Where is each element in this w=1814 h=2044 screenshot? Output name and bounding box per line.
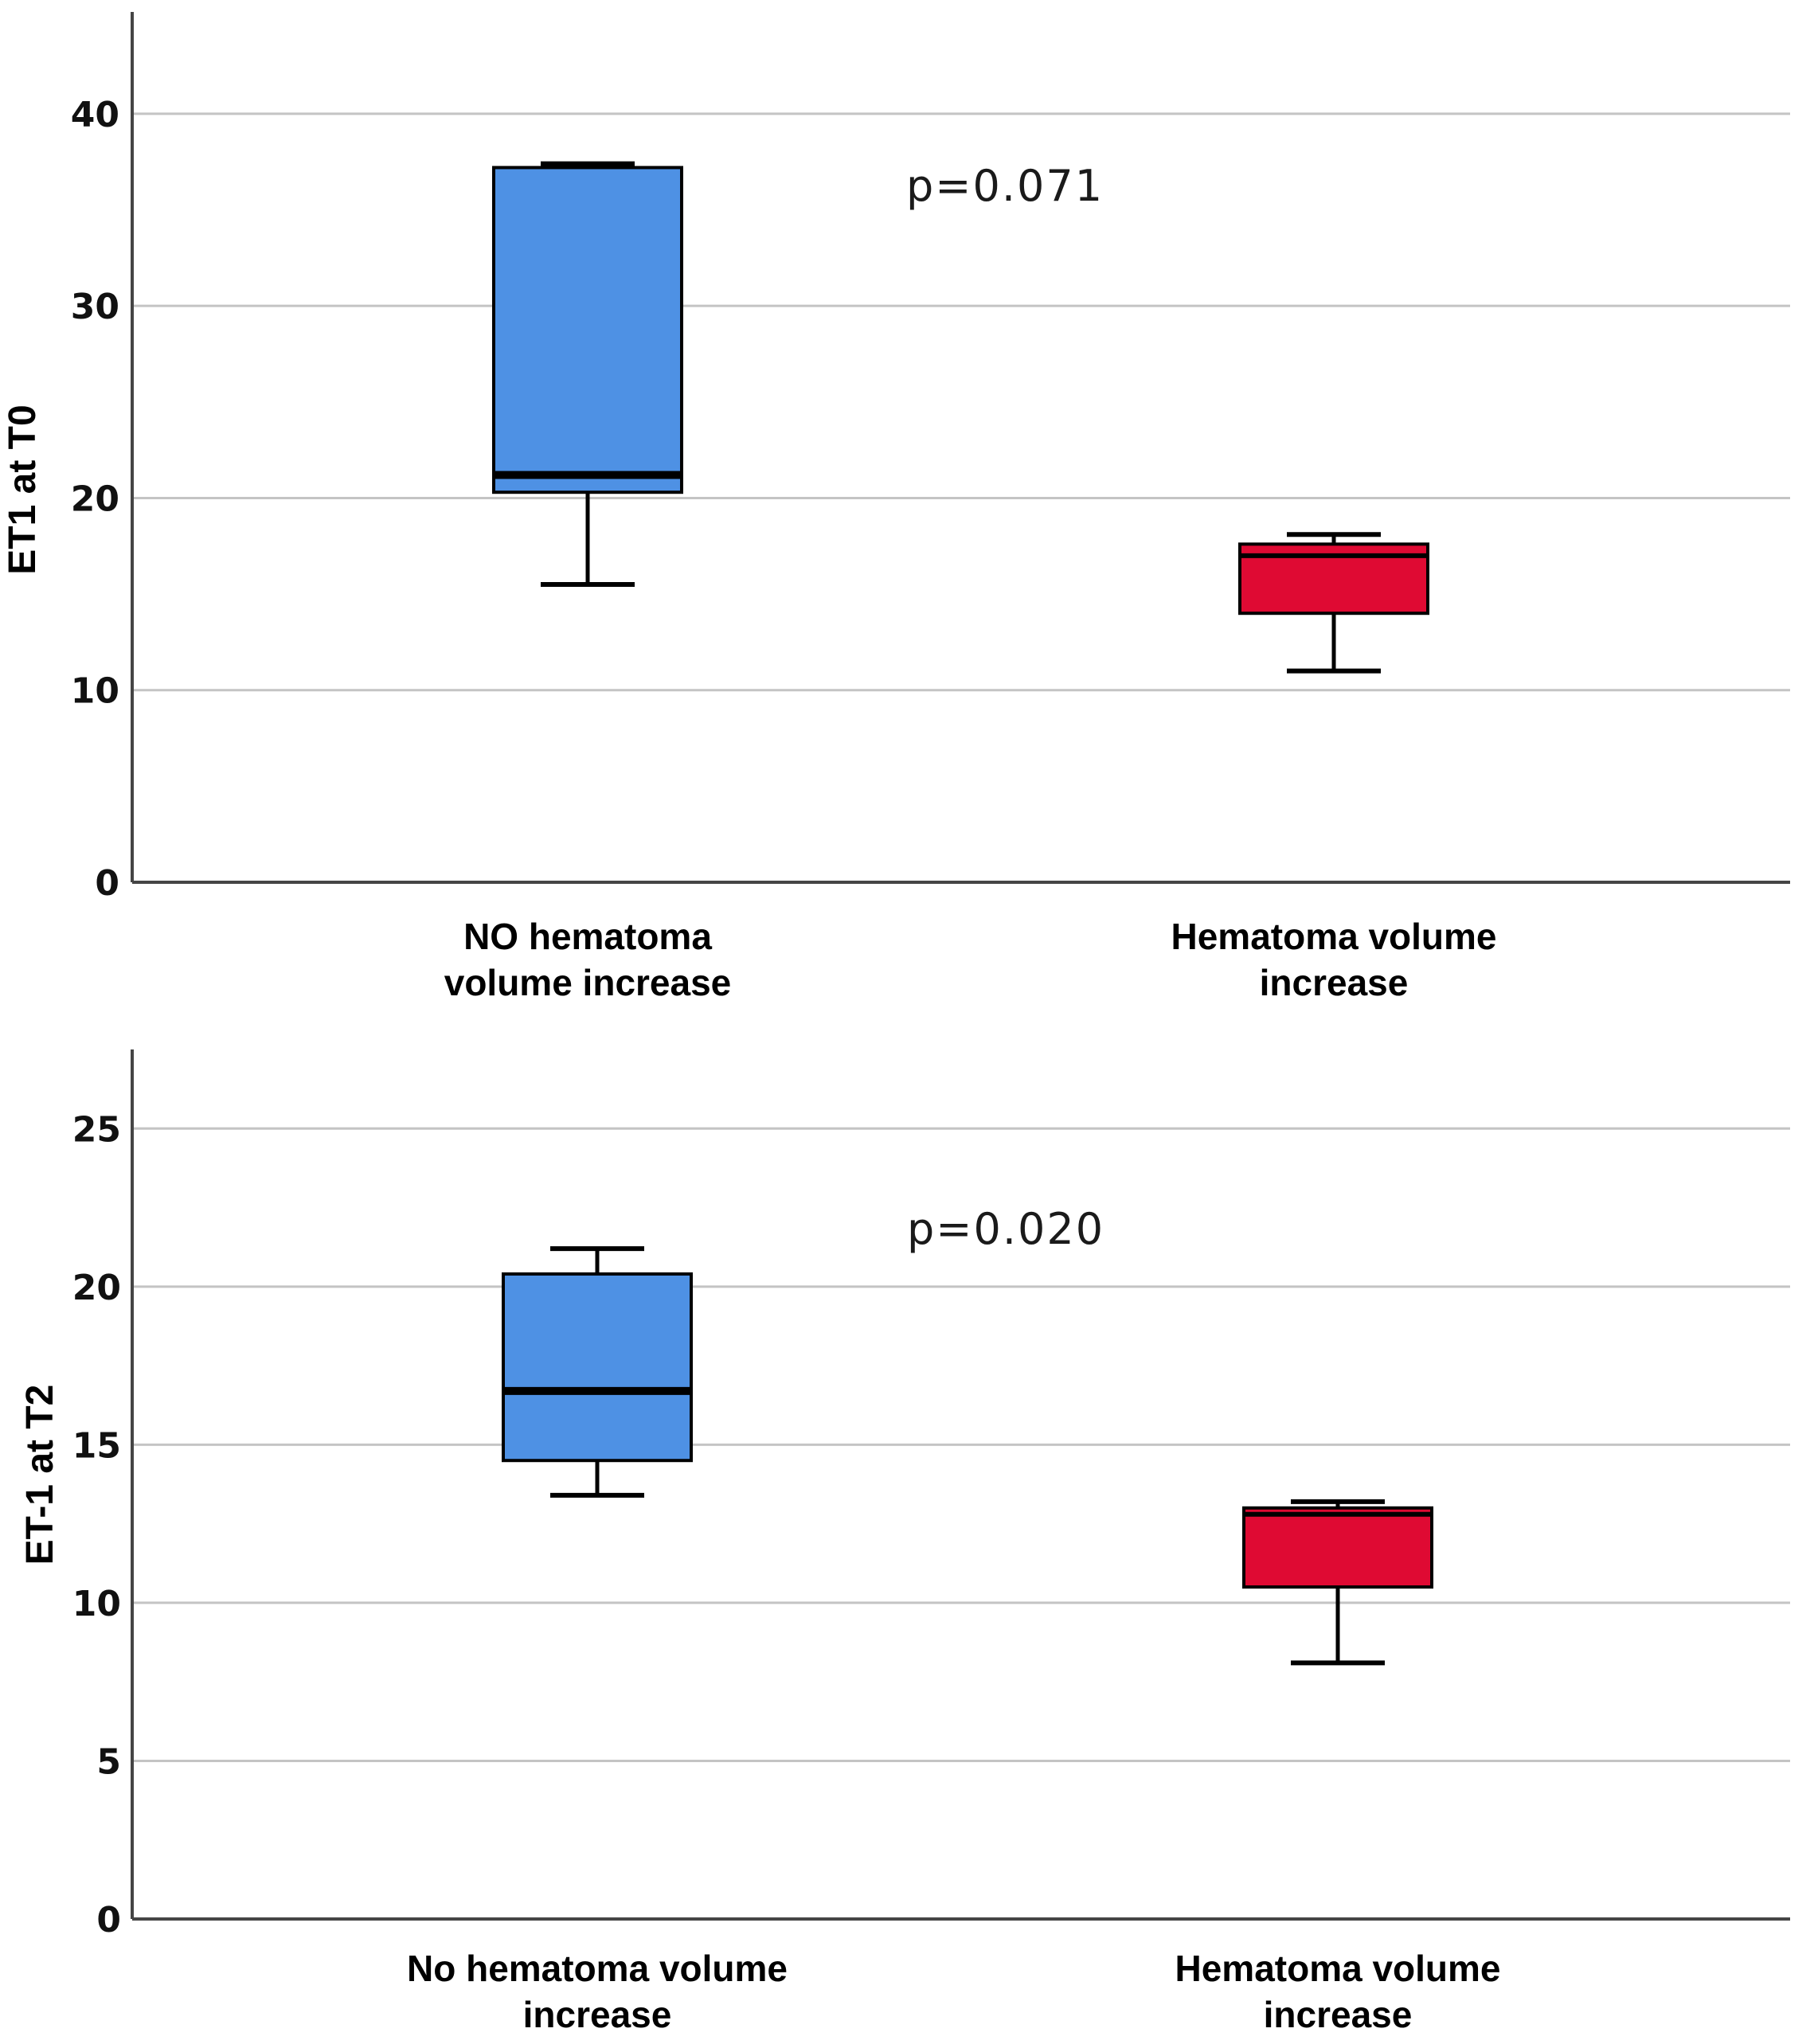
boxplot-box (502, 1272, 693, 1463)
category-label: increase (1264, 1994, 1413, 2035)
y-tick-label: 0 (96, 1900, 121, 1940)
y-tick-label: 0 (95, 863, 119, 904)
category-label: NO hematoma (463, 916, 712, 957)
y-tick-label: 25 (72, 1109, 121, 1150)
category-label: increase (1260, 962, 1409, 1003)
y-tick-label: 10 (72, 1584, 121, 1624)
boxplot-group-no-increase (502, 1246, 693, 1498)
category-label: increase (523, 1994, 672, 2035)
y-tick-label: 20 (72, 1268, 121, 1308)
boxplot-group-no-increase (492, 161, 683, 588)
y-tick-label: 30 (71, 287, 119, 327)
p-value-annotation: p=0.071 (906, 161, 1104, 211)
panel-et1-at-t0: 0 10 20 30 40 ET1 at T0 p=0.071 NO hematoma volu… (2, 12, 1790, 1003)
boxplot-group-increase (1238, 532, 1429, 674)
y-tick-label: 15 (72, 1425, 121, 1466)
boxplot-group-increase (1242, 1499, 1433, 1666)
boxplot-box (1242, 1506, 1433, 1589)
y-axis-title: ET-1 at T2 (19, 1385, 61, 1565)
y-tick-label: 10 (71, 671, 119, 712)
category-label: volume increase (444, 962, 732, 1003)
panel-et-1-at-t2: 0 5 10 15 20 25 ET-1 at T2 p=0.020 No hematoma v… (19, 1049, 1790, 2035)
category-label: No hematoma volume (407, 1948, 788, 1989)
category-label: Hematoma volume (1171, 916, 1496, 957)
y-tick-label: 20 (71, 479, 119, 519)
category-label: Hematoma volume (1175, 1948, 1500, 1989)
p-value-annotation: p=0.020 (907, 1204, 1104, 1254)
boxplot-box (492, 166, 683, 494)
y-tick-label: 40 (71, 95, 119, 135)
y-axis-title: ET1 at T0 (2, 405, 44, 574)
y-tick-label: 5 (96, 1741, 121, 1782)
